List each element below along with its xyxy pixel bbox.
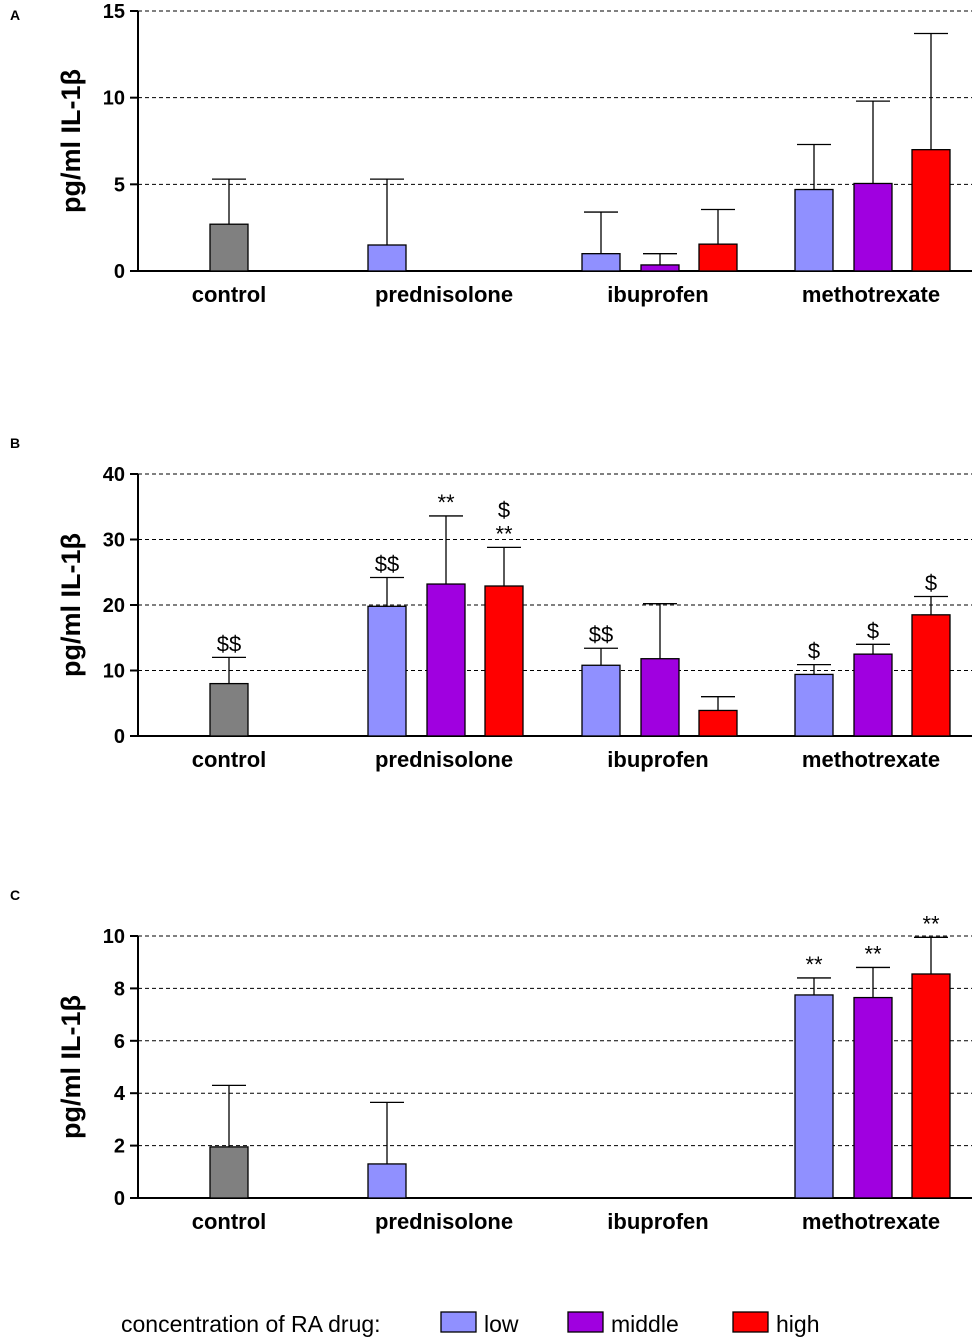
significance-marker: ** bbox=[864, 941, 882, 966]
bar-control-control bbox=[209, 682, 249, 737]
bar-ibuprofen-high bbox=[698, 243, 738, 272]
bar-ibuprofen-low bbox=[581, 664, 621, 737]
bar-control-control bbox=[209, 1146, 249, 1199]
y-tick-label: 4 bbox=[114, 1083, 126, 1105]
panel-letter: C bbox=[10, 887, 20, 903]
bar-methotrexate-middle bbox=[853, 996, 893, 1199]
significance-marker: $$ bbox=[589, 622, 613, 647]
x-category-label: ibuprofen bbox=[607, 1209, 708, 1234]
significance-marker: ** bbox=[805, 952, 823, 977]
y-tick-label: 10 bbox=[103, 661, 125, 683]
y-axis-label: pg/ml IL-1β bbox=[56, 995, 86, 1139]
x-category-label: control bbox=[192, 282, 267, 307]
significance-marker: ** bbox=[437, 490, 455, 515]
bar-prednisolone-low bbox=[367, 1163, 407, 1199]
y-tick-label: 5 bbox=[114, 174, 125, 196]
y-tick-label: 10 bbox=[103, 88, 125, 110]
x-category-label: ibuprofen bbox=[607, 747, 708, 772]
y-tick-label: 0 bbox=[114, 726, 125, 748]
significance-marker: $ bbox=[808, 639, 820, 664]
y-axis-label: pg/ml IL-1β bbox=[56, 69, 86, 213]
bar-prednisolone-high bbox=[484, 585, 524, 737]
bar-prednisolone-low bbox=[367, 244, 407, 272]
x-category-label: methotrexate bbox=[802, 1209, 940, 1234]
bar-methotrexate-high bbox=[911, 149, 951, 272]
bar-methotrexate-high bbox=[911, 614, 951, 737]
y-tick-label: 6 bbox=[114, 1031, 125, 1053]
y-tick-label: 2 bbox=[114, 1136, 125, 1158]
significance-marker: ** bbox=[922, 911, 940, 936]
bar-methotrexate-low bbox=[794, 673, 834, 737]
x-category-label: prednisolone bbox=[375, 747, 513, 772]
significance-marker: $ bbox=[925, 570, 937, 595]
significance-marker: $$ bbox=[217, 631, 241, 656]
legend-swatch-high bbox=[732, 1311, 769, 1333]
x-category-label: prednisolone bbox=[375, 1209, 513, 1234]
legend-label-low: low bbox=[484, 1311, 519, 1337]
x-category-label: prednisolone bbox=[375, 282, 513, 307]
y-axis-label: pg/ml IL-1β bbox=[56, 533, 86, 677]
bar-ibuprofen-high bbox=[698, 709, 738, 737]
panel-letter: B bbox=[10, 435, 20, 451]
bar-ibuprofen-middle bbox=[640, 264, 680, 272]
x-category-label: control bbox=[192, 1209, 267, 1234]
panel-C: Cpg/ml IL-1β 0 2 4 6 8 10 ** ** ** control predniso… bbox=[10, 887, 972, 1234]
legend-label-high: high bbox=[776, 1311, 819, 1337]
y-tick-label: 20 bbox=[103, 595, 125, 617]
y-tick-label: 40 bbox=[103, 464, 125, 486]
y-tick-label: 0 bbox=[114, 1188, 125, 1210]
bar-control-control bbox=[209, 223, 249, 272]
x-category-label: methotrexate bbox=[802, 747, 940, 772]
bar-ibuprofen-low bbox=[581, 253, 621, 272]
y-tick-label: 0 bbox=[114, 261, 125, 283]
x-category-label: control bbox=[192, 747, 267, 772]
bar-prednisolone-middle bbox=[426, 583, 466, 737]
bar-methotrexate-low bbox=[794, 994, 834, 1199]
significance-marker: $$ bbox=[375, 551, 399, 576]
y-tick-label: 30 bbox=[103, 530, 125, 552]
bar-methotrexate-high bbox=[911, 973, 951, 1199]
x-category-label: ibuprofen bbox=[607, 282, 708, 307]
legend-label-middle: middle bbox=[611, 1311, 679, 1337]
legend: concentration of RA drug: low middle high bbox=[121, 1311, 819, 1337]
panel-letter: A bbox=[10, 7, 20, 23]
significance-marker: ** bbox=[495, 521, 513, 546]
significance-marker: $ bbox=[498, 497, 510, 522]
bar-methotrexate-middle bbox=[853, 653, 893, 737]
panel-A: Apg/ml IL-1β 0 5 10 15 control prednisolone ibu… bbox=[10, 1, 972, 307]
legend-swatch-low bbox=[440, 1311, 477, 1333]
bar-methotrexate-middle bbox=[853, 182, 893, 272]
legend-swatch-middle bbox=[567, 1311, 604, 1333]
bar-ibuprofen-middle bbox=[640, 658, 680, 737]
legend-title: concentration of RA drug: bbox=[121, 1311, 381, 1337]
x-category-label: methotrexate bbox=[802, 282, 940, 307]
y-tick-label: 8 bbox=[114, 978, 125, 1000]
chart-panels: Apg/ml IL-1β 0 5 10 15 control prednisolone ibu… bbox=[10, 1, 972, 1234]
significance-marker: $ bbox=[867, 618, 879, 643]
bar-methotrexate-low bbox=[794, 188, 834, 272]
y-tick-label: 15 bbox=[103, 1, 125, 23]
bar-prednisolone-low bbox=[367, 605, 407, 737]
y-tick-label: 10 bbox=[103, 926, 125, 948]
